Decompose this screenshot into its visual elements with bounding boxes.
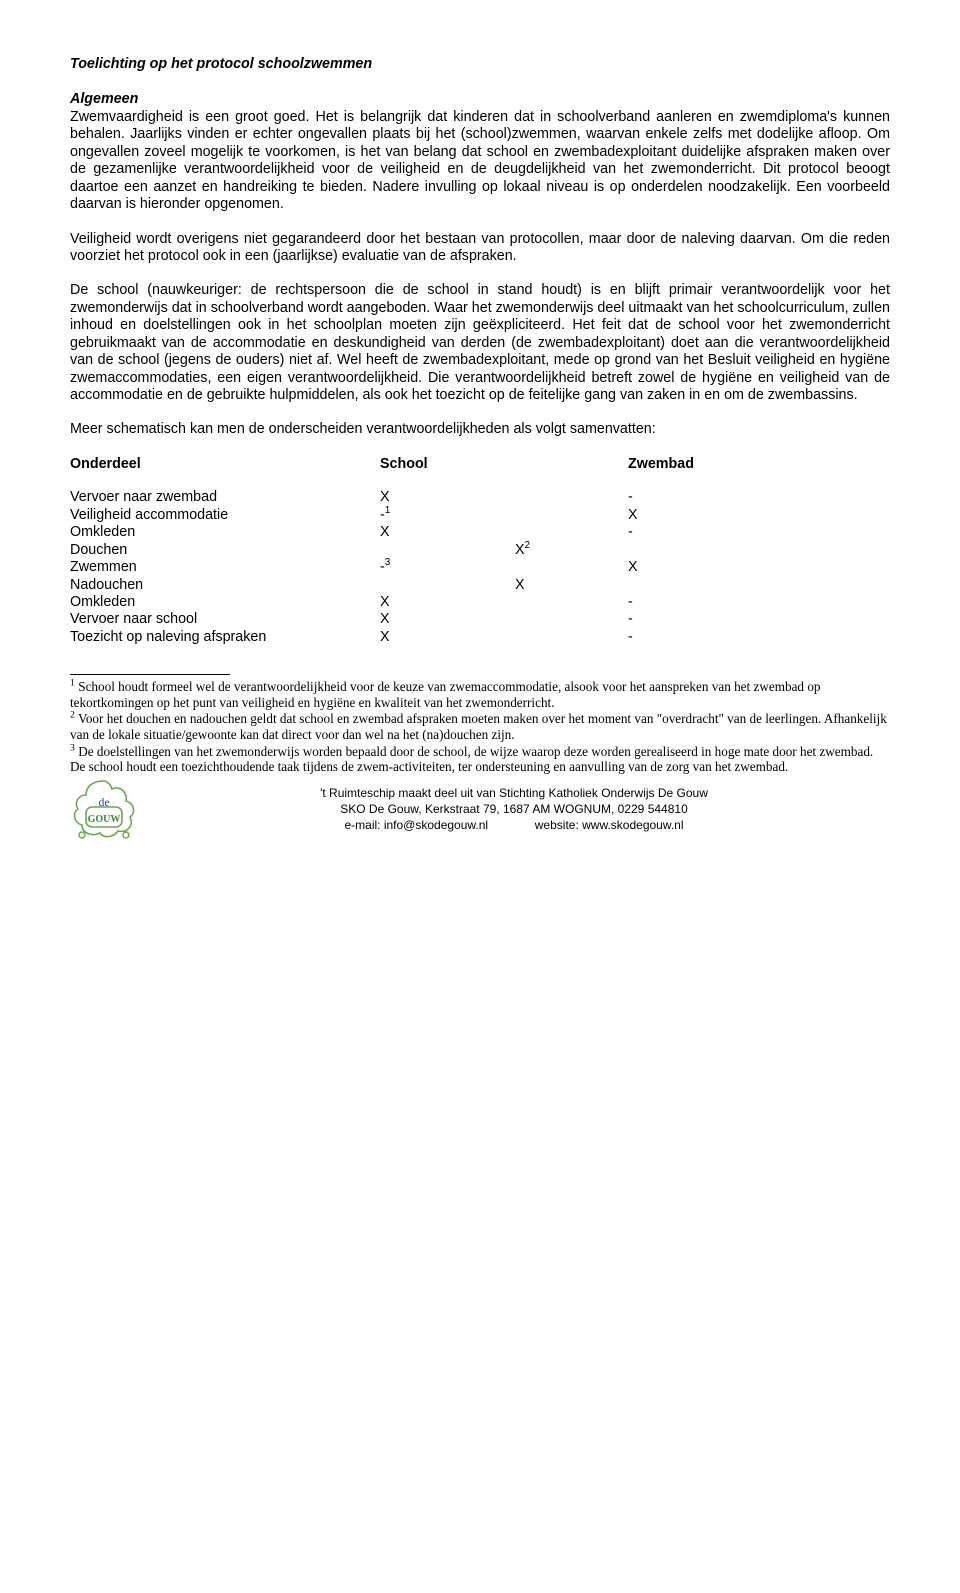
table-cell-label: Nadouchen [70,577,380,594]
table-cell-label: Toezicht op naleving afspraken [70,629,380,646]
table-header-zwembad: Zwembad [628,456,890,473]
table-cell-label: Douchen [70,542,380,559]
table-header-school: School [380,456,628,473]
para-1: Zwemvaardigheid is een groot goed. Het i… [70,109,890,214]
footnote: 3 De doelstellingen van het zwemonderwij… [70,744,890,775]
logo-text-bottom: GOUW [88,814,121,825]
logo-de-gouw: de GOUW [70,779,138,841]
footnote: 2 Voor het douchen en nadouchen geldt da… [70,711,890,742]
table-cell-label: Veiligheid accommodatie [70,507,380,524]
para-3: De school (nauwkeuriger: de rechtspersoo… [70,282,890,404]
table-row: OmkledenX- [70,524,890,541]
footer-text: 't Ruimteschip maakt deel uit van Sticht… [138,786,890,833]
section-intro: Algemeen Zwemvaardigheid is een groot go… [70,91,890,213]
section-heading-algemeen: Algemeen [70,91,890,108]
table-header-row: Onderdeel School Zwembad [70,456,890,473]
footer-website: website: www.skodegouw.nl [535,818,684,832]
table-body: Vervoer naar zwembadX-Veiligheid accommo… [70,489,890,646]
para-2: Veiligheid wordt overigens niet gegarand… [70,231,890,266]
para-4: Meer schematisch kan men de onderscheide… [70,421,890,438]
table-cell-zwembad: - [628,594,890,611]
table-cell-label: Omkleden [70,594,380,611]
table-row: Nadouchen X [70,577,890,594]
footnote: 1 School houdt formeel wel de verantwoor… [70,679,890,710]
table-cell-school: X [380,594,628,611]
table-cell-school: X [380,629,628,646]
table-cell-school: X [380,489,628,506]
footer-line-1: 't Ruimteschip maakt deel uit van Sticht… [138,786,890,802]
table-row: Toezicht op naleving afsprakenX- [70,629,890,646]
table-row: Douchen X2 [70,542,890,559]
footnote-separator [70,674,230,675]
table-cell-label: Omkleden [70,524,380,541]
table-cell-zwembad: - [628,611,890,628]
page-footer: de GOUW 't Ruimteschip maakt deel uit va… [70,779,890,841]
responsibility-table: Onderdeel School Zwembad Vervoer naar zw… [70,456,890,646]
table-row: Vervoer naar zwembadX- [70,489,890,506]
table-cell-school: -3 [380,559,628,576]
table-cell-zwembad: - [628,489,890,506]
table-cell-label: Zwemmen [70,559,380,576]
document-title: Toelichting op het protocol schoolzwemme… [70,56,890,73]
table-cell-zwembad: - [628,524,890,541]
table-cell-zwembad: X [628,507,890,524]
footnotes: 1 School houdt formeel wel de verantwoor… [70,679,890,774]
footer-email: e-mail: info@skodegouw.nl [344,818,488,832]
table-cell-label: Vervoer naar zwembad [70,489,380,506]
table-row: Zwemmen-3X [70,559,890,576]
footer-line-2: SKO De Gouw, Kerkstraat 79, 1687 AM WOGN… [138,802,890,818]
table-row: OmkledenX- [70,594,890,611]
table-cell-zwembad: - [628,629,890,646]
table-row: Vervoer naar schoolX- [70,611,890,628]
logo-text-top: de [98,795,109,809]
table-cell-zwembad: X [515,577,777,594]
table-header-onderdeel: Onderdeel [70,456,380,473]
table-cell-zwembad: X [628,559,890,576]
footer-line-3: e-mail: info@skodegouw.nl website: www.s… [138,818,890,834]
table-cell-school: -1 [380,507,628,524]
table-cell-school: X [380,524,628,541]
table-cell-zwembad: X2 [515,542,777,559]
table-row: Veiligheid accommodatie-1X [70,507,890,524]
table-cell-school: X [380,611,628,628]
table-cell-label: Vervoer naar school [70,611,380,628]
